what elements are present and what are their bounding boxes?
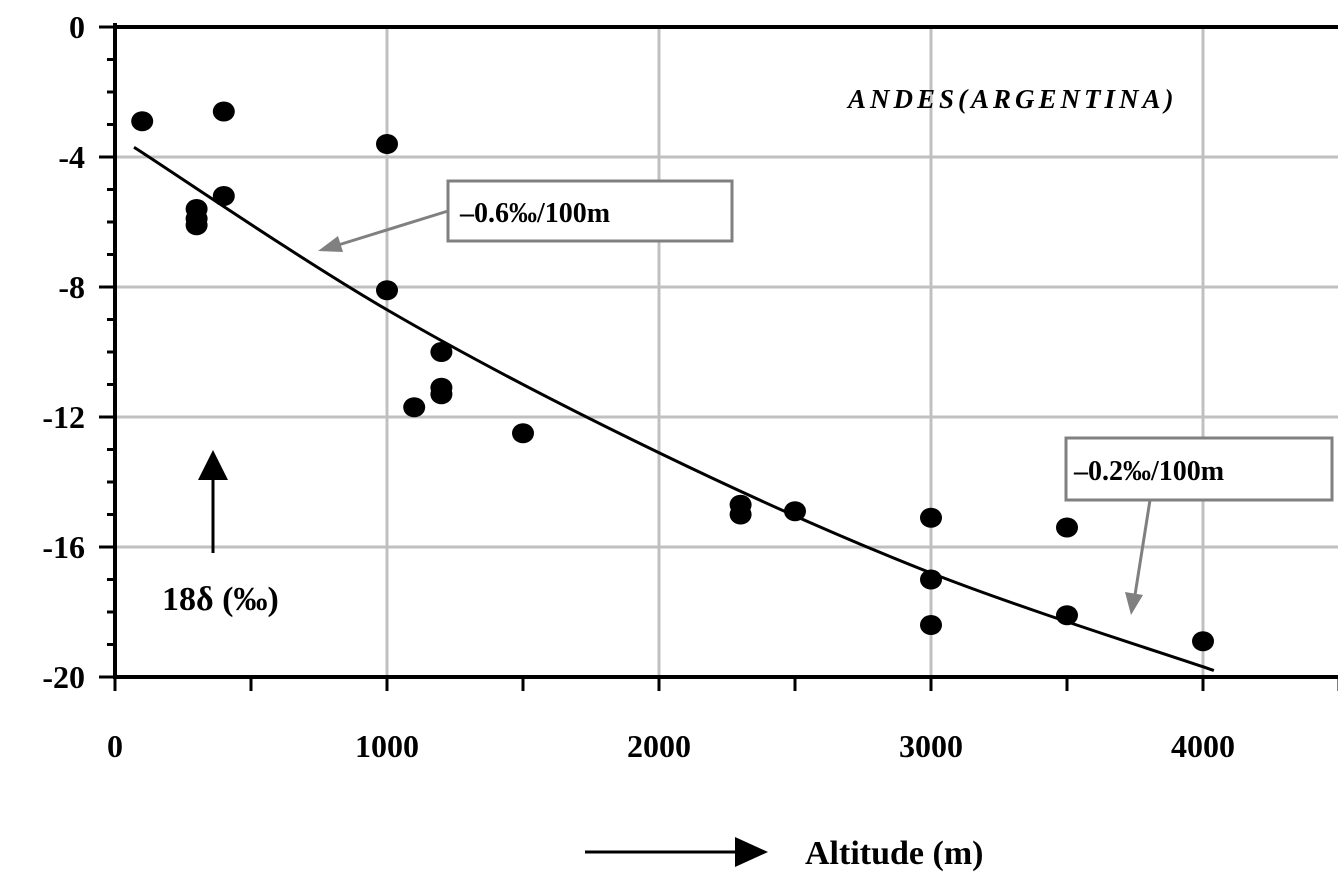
data-point bbox=[920, 569, 942, 590]
trend-curve bbox=[133, 145, 1215, 672]
data-point bbox=[512, 423, 534, 444]
axes bbox=[99, 23, 1338, 691]
tick-labels: 0 -4 -8 -12 -16 -20 0 1000 2000 3000 4000 bbox=[42, 9, 1235, 764]
data-point bbox=[185, 215, 208, 236]
y-axis-arrow bbox=[198, 450, 228, 553]
x-axis-arrow bbox=[585, 837, 768, 867]
annotation-box-1: –0.6‰/100m bbox=[446, 179, 734, 243]
data-point bbox=[920, 507, 942, 528]
y-axis-title: 18δ (‰) bbox=[162, 581, 279, 618]
data-point bbox=[131, 111, 154, 132]
data-point bbox=[430, 342, 453, 362]
x-tick-label: 2000 bbox=[627, 728, 691, 764]
annotation-box-2: –0.2‰/100m bbox=[1064, 436, 1334, 502]
data-point bbox=[403, 397, 426, 418]
data-point bbox=[212, 101, 235, 122]
data-point bbox=[376, 134, 398, 154]
annotation-arrow-2 bbox=[1125, 499, 1152, 615]
data-point bbox=[1192, 631, 1214, 652]
data-points bbox=[131, 101, 1214, 652]
y-tick-label: -8 bbox=[58, 269, 85, 305]
y-tick-label: -16 bbox=[42, 529, 85, 565]
y-tick-label: -12 bbox=[42, 399, 85, 435]
annotation-1-text: –0.6‰/100m bbox=[459, 198, 610, 229]
data-point bbox=[212, 186, 235, 206]
x-tick-label: 4000 bbox=[1171, 728, 1235, 764]
y-tick-label: -20 bbox=[42, 659, 85, 695]
x-tick-label: 3000 bbox=[899, 728, 963, 764]
y-tick-label: 0 bbox=[69, 9, 85, 45]
data-point bbox=[920, 615, 942, 635]
annotation-arrow-1 bbox=[318, 209, 449, 252]
x-tick-label: 0 bbox=[107, 728, 123, 764]
data-point bbox=[729, 504, 752, 525]
y-tick-label: -4 bbox=[58, 139, 85, 175]
data-point bbox=[1056, 605, 1078, 626]
annotation-2-text: –0.2‰/100m bbox=[1073, 456, 1224, 487]
x-axis-title: Altitude (m) bbox=[805, 835, 983, 872]
grid-lines bbox=[115, 25, 1338, 677]
data-point bbox=[784, 501, 806, 522]
x-tick-label: 1000 bbox=[355, 728, 419, 764]
chart-title: ANDES(ARGENTINA) bbox=[846, 84, 1178, 114]
data-point bbox=[1056, 517, 1078, 538]
data-point bbox=[376, 280, 398, 301]
data-point bbox=[430, 384, 453, 405]
